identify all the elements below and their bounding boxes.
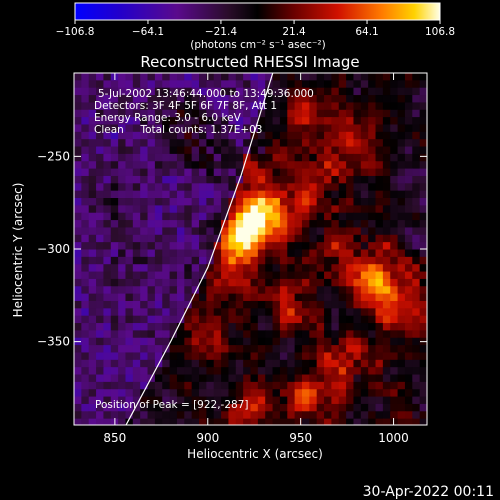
colorbar-tick-label: 106.8	[425, 26, 455, 38]
colorbar-tick-label: −106.8	[56, 26, 95, 38]
info-line-time: 5-Jul-2002 13:46:44.000 to 13:49:36.000	[98, 88, 314, 100]
axis-ticks: 850 900 950 1000 −250 −300 −350	[37, 73, 427, 445]
solar-limb-curve	[125, 73, 274, 425]
colorbar-unit-label: (photons cm⁻² s⁻¹ asec⁻²)	[190, 39, 325, 51]
y-tick-label: −300	[37, 242, 70, 256]
info-line-detectors: Detectors: 3F 4F 5F 6F 7F 8F, Att 1	[94, 100, 277, 112]
x-axis-label: Heliocentric X (arcsec)	[187, 447, 323, 461]
y-tick-label: −350	[37, 335, 70, 349]
colorbar	[74, 2, 441, 21]
info-line-energy: Energy Range: 3.0 - 6.0 keV	[94, 112, 242, 124]
x-tick-label: 950	[289, 431, 312, 445]
x-tick-label: 900	[196, 431, 219, 445]
info-block: 5-Jul-2002 13:46:44.000 to 13:49:36.000 …	[94, 88, 314, 136]
colorbar-tick-label: 64.1	[355, 26, 378, 38]
y-tick-label: −250	[37, 149, 70, 163]
x-tick-label: 850	[103, 431, 126, 445]
colorbar-tick-label: −64.1	[132, 26, 164, 38]
y-axis-label: Heliocentric Y (arcsec)	[11, 183, 25, 318]
heatmap-image	[74, 73, 427, 425]
info-line-clean: Clean Total counts: 1.37E+03	[94, 124, 263, 136]
chart-title: Reconstructed RHESSI Image	[140, 53, 359, 71]
colorbar-tick-label: 21.4	[282, 26, 306, 38]
x-tick-label: 1000	[378, 431, 409, 445]
colorbar-tick-label: −21.4	[205, 26, 237, 38]
colorbar-ticks: −106.8 −64.1 −21.4 21.4 64.1 106.8	[56, 20, 455, 38]
peak-position-label: Position of Peak = [922,-287]	[95, 399, 249, 411]
footer-timestamp: 30-Apr-2022 00:11	[363, 484, 494, 500]
